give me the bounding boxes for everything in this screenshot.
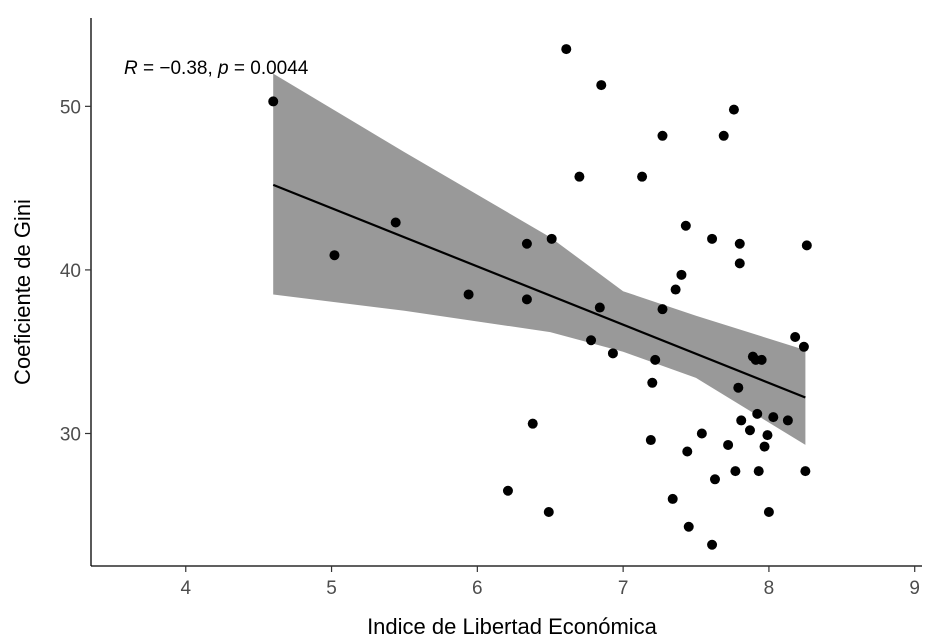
data-point xyxy=(709,474,720,485)
x-tick-label: 9 xyxy=(909,578,920,599)
data-point xyxy=(798,341,809,352)
data-point xyxy=(718,130,729,141)
data-point xyxy=(707,539,718,550)
data-point xyxy=(546,233,557,244)
y-tick-label: 50 xyxy=(60,97,81,118)
data-point xyxy=(521,294,532,305)
confidence-band-layer xyxy=(273,73,806,445)
data-point xyxy=(607,348,618,359)
data-point xyxy=(647,377,658,388)
data-point xyxy=(752,408,763,419)
data-point xyxy=(734,258,745,269)
r-value: = −0.38, xyxy=(138,58,218,79)
data-point xyxy=(682,446,693,457)
data-point xyxy=(594,302,605,313)
x-tick-label: 4 xyxy=(180,578,191,599)
data-point xyxy=(683,521,694,532)
data-point xyxy=(527,418,538,429)
x-tick-label: 8 xyxy=(764,578,775,599)
data-point xyxy=(768,412,779,423)
data-point xyxy=(734,238,745,249)
data-point xyxy=(650,354,661,365)
data-point xyxy=(723,439,734,450)
regression-line xyxy=(272,183,806,399)
data-point xyxy=(670,284,681,295)
data-point xyxy=(763,507,774,518)
data-point xyxy=(268,96,279,107)
data-point xyxy=(586,335,597,346)
p-symbol: p xyxy=(217,58,229,79)
data-point xyxy=(730,466,741,477)
correlation-annotation: R = −0.38, p = 0.0044 xyxy=(124,58,309,79)
x-tick-label: 6 xyxy=(472,578,483,599)
y-axis-ticks: 30 40 50 xyxy=(60,97,91,445)
x-tick-label: 7 xyxy=(618,578,629,599)
data-point xyxy=(782,415,793,426)
data-point xyxy=(657,130,668,141)
x-axis-title: Indice de Libertad Económica xyxy=(367,614,658,639)
y-axis-title: Coeficiente de Gini xyxy=(10,199,35,385)
data-point xyxy=(733,382,744,393)
confidence-band xyxy=(273,73,806,445)
x-axis-ticks: 4 5 6 7 8 9 xyxy=(180,566,920,599)
data-point xyxy=(790,331,801,342)
data-point xyxy=(574,171,585,182)
data-point xyxy=(680,220,691,231)
data-point xyxy=(696,428,707,439)
data-point xyxy=(762,430,773,441)
data-point xyxy=(390,217,401,228)
data-point xyxy=(637,171,648,182)
regression-line-layer xyxy=(272,183,806,399)
y-tick-label: 30 xyxy=(60,424,81,445)
data-point xyxy=(543,507,554,518)
data-point xyxy=(744,425,755,436)
data-point xyxy=(676,269,687,280)
data-points-layer xyxy=(268,44,812,550)
data-point xyxy=(800,466,811,477)
x-tick-label: 5 xyxy=(326,578,337,599)
data-point xyxy=(329,250,340,261)
data-point xyxy=(728,104,739,115)
data-point xyxy=(502,485,513,496)
data-point xyxy=(707,233,718,244)
y-tick-label: 40 xyxy=(60,261,81,282)
data-point xyxy=(561,44,572,55)
data-point xyxy=(463,289,474,300)
data-point xyxy=(759,441,770,452)
data-point xyxy=(521,238,532,249)
p-value: = 0.0044 xyxy=(229,58,309,79)
data-point xyxy=(596,80,607,91)
data-point xyxy=(801,240,812,251)
data-point xyxy=(667,493,678,504)
data-point xyxy=(645,435,656,446)
r-symbol: R xyxy=(124,58,138,79)
data-point xyxy=(657,304,668,315)
data-point xyxy=(756,354,767,365)
data-point xyxy=(736,415,747,426)
data-point xyxy=(753,466,764,477)
